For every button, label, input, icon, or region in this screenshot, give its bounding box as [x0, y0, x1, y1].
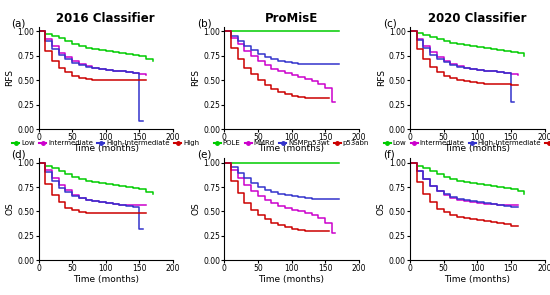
X-axis label: Time (months): Time (months)	[73, 144, 139, 153]
Y-axis label: RFS: RFS	[191, 69, 200, 86]
Y-axis label: OS: OS	[6, 203, 14, 215]
Text: (e): (e)	[197, 150, 212, 160]
Text: (a): (a)	[12, 18, 26, 28]
X-axis label: Time (months): Time (months)	[444, 275, 510, 284]
Y-axis label: OS: OS	[191, 203, 200, 215]
Legend: Low, Intermediate, High-Intermediate, High: Low, Intermediate, High-Intermediate, Hi…	[9, 138, 202, 149]
Legend: POLE, MMRd, NSMPp53wt, p53abn: POLE, MMRd, NSMPp53wt, p53abn	[211, 138, 372, 149]
Legend: Low, Intermediate, High-Intermediate, High: Low, Intermediate, High-Intermediate, Hi…	[381, 138, 550, 149]
X-axis label: Time (months): Time (months)	[258, 144, 324, 153]
Title: 2016 Classifier: 2016 Classifier	[57, 12, 155, 25]
X-axis label: Time (months): Time (months)	[73, 275, 139, 284]
Title: 2020 Classifier: 2020 Classifier	[428, 12, 526, 25]
Y-axis label: RFS: RFS	[377, 69, 386, 86]
Y-axis label: RFS: RFS	[6, 69, 14, 86]
X-axis label: Time (months): Time (months)	[444, 144, 510, 153]
Y-axis label: OS: OS	[377, 203, 386, 215]
Text: (f): (f)	[383, 150, 395, 160]
Title: ProMisE: ProMisE	[265, 12, 318, 25]
X-axis label: Time (months): Time (months)	[258, 275, 324, 284]
Text: (d): (d)	[12, 150, 26, 160]
Text: (b): (b)	[197, 18, 212, 28]
Text: (c): (c)	[383, 18, 397, 28]
